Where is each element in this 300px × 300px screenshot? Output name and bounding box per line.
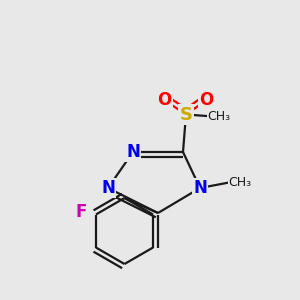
Text: F: F <box>75 203 87 221</box>
Text: S: S <box>179 106 193 124</box>
Text: CH₃: CH₃ <box>229 176 252 189</box>
Text: O: O <box>157 91 172 109</box>
Text: N: N <box>126 143 140 161</box>
Text: N: N <box>193 179 207 197</box>
Text: N: N <box>101 179 115 197</box>
Text: CH₃: CH₃ <box>207 110 231 123</box>
Text: O: O <box>199 91 214 109</box>
